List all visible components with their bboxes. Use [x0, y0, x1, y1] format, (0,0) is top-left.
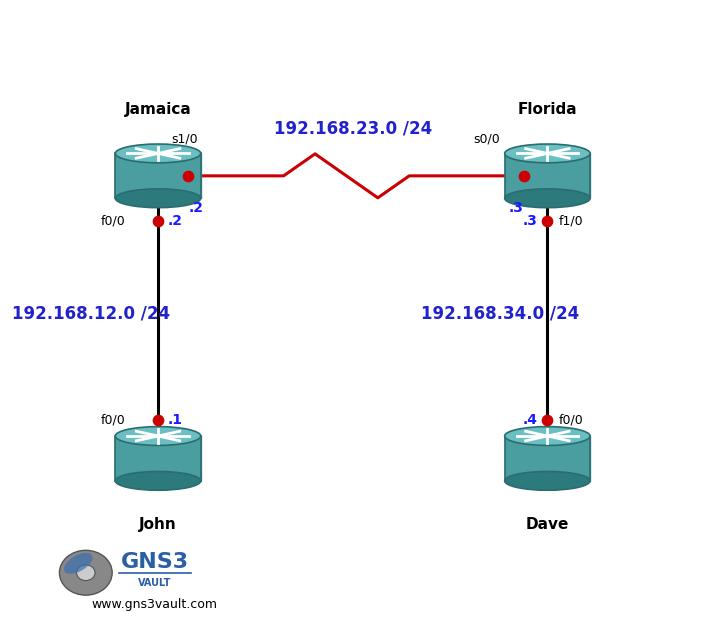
Text: Dave: Dave — [526, 517, 569, 532]
Ellipse shape — [505, 426, 590, 445]
Ellipse shape — [115, 144, 201, 163]
Ellipse shape — [115, 472, 201, 490]
Ellipse shape — [115, 189, 201, 208]
Point — [518, 171, 530, 181]
Ellipse shape — [76, 565, 95, 580]
Text: 192.168.12.0 /24: 192.168.12.0 /24 — [12, 305, 170, 323]
Text: 192.168.34.0 /24: 192.168.34.0 /24 — [421, 305, 580, 323]
Text: s0/0: s0/0 — [474, 133, 501, 146]
Text: John: John — [139, 517, 177, 532]
Ellipse shape — [505, 189, 590, 208]
Text: .3: .3 — [522, 214, 537, 228]
Text: .1: .1 — [168, 413, 183, 426]
Text: s1/0: s1/0 — [172, 133, 198, 146]
Polygon shape — [115, 436, 201, 481]
Point — [152, 414, 164, 425]
Text: .4: .4 — [522, 413, 537, 426]
Text: f0/0: f0/0 — [559, 413, 584, 426]
Text: www.gns3vault.com: www.gns3vault.com — [92, 598, 218, 610]
Point — [542, 414, 553, 425]
Polygon shape — [505, 436, 590, 481]
Polygon shape — [115, 153, 201, 198]
Text: .3: .3 — [508, 202, 523, 215]
Point — [183, 171, 194, 181]
Ellipse shape — [505, 472, 590, 490]
Ellipse shape — [64, 553, 92, 574]
Text: GNS3: GNS3 — [121, 552, 189, 572]
Text: .2: .2 — [168, 214, 183, 228]
Ellipse shape — [59, 550, 112, 595]
Point — [542, 216, 553, 226]
Ellipse shape — [115, 426, 201, 445]
Text: VAULT: VAULT — [138, 578, 172, 588]
Text: Florida: Florida — [517, 102, 578, 117]
Point — [152, 216, 164, 226]
Text: f0/0: f0/0 — [100, 215, 125, 227]
Text: f0/0: f0/0 — [100, 413, 125, 426]
Text: 192.168.23.0 /24: 192.168.23.0 /24 — [274, 120, 432, 138]
Polygon shape — [505, 153, 590, 198]
Text: Jamaica: Jamaica — [125, 102, 191, 117]
Ellipse shape — [505, 144, 590, 163]
Text: .2: .2 — [189, 202, 203, 215]
Text: f1/0: f1/0 — [559, 215, 584, 227]
